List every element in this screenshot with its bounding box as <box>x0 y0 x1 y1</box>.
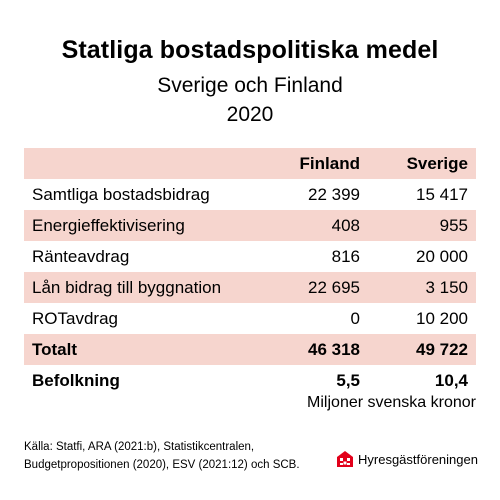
row-label: Lån bidrag till byggnation <box>32 278 222 297</box>
table-row-energieffektivisering: Energieffektivisering 408 955 <box>24 210 476 241</box>
cell-finland: 46 318 <box>308 340 360 359</box>
chart-title: Statliga bostadspolitiska medel <box>61 36 439 64</box>
cell-sverige: 3 150 <box>425 278 468 297</box>
unit-note: Miljoner svenska kronor <box>307 394 476 411</box>
row-label: Befolkning <box>32 371 120 390</box>
row-label: ROTavdrag <box>32 309 118 328</box>
cell-sverige: 955 <box>439 216 468 235</box>
table-row-lan-bidrag: Lån bidrag till byggnation 22 695 3 150 <box>24 272 476 303</box>
table-row-bostadsbidrag: Samtliga bostadsbidrag 22 399 15 417 <box>24 179 476 210</box>
table-row-totalt: Totalt 46 318 49 722 <box>24 334 476 365</box>
cell-sverige: 10,4 <box>434 371 468 390</box>
cell-sverige: 20 000 <box>416 247 468 266</box>
cell-sverige: 49 722 <box>416 340 468 359</box>
cell-sverige: 15 417 <box>416 185 468 204</box>
table-row-ranteavdrag: Ränteavdrag 816 20 000 <box>24 241 476 272</box>
cell-finland: 22 695 <box>308 278 360 297</box>
table-row-rotavdrag: ROTavdrag 0 10 200 <box>24 303 476 334</box>
chart-year: 2020 <box>226 103 274 126</box>
row-label: Energieffektivisering <box>32 216 185 235</box>
cell-finland: 816 <box>331 247 360 266</box>
table-row-befolkning: Befolkning 5,5 10,4 <box>24 365 476 396</box>
column-header-sverige: Sverige <box>406 154 468 173</box>
column-header-finland: Finland <box>299 154 360 173</box>
chart-subtitle: Sverige och Finland <box>157 74 343 97</box>
cell-finland: 5,5 <box>336 371 360 390</box>
row-label: Totalt <box>32 340 78 359</box>
data-table: Finland Sverige Samtliga bostadsbidrag 2… <box>24 148 476 396</box>
source-line-2: Budgetpropositionen (2020), ESV (2021:12… <box>24 459 300 471</box>
source-line-1: Källa: Statfi, ARA (2021:b), Statistikce… <box>24 441 255 453</box>
cell-finland: 0 <box>350 309 360 328</box>
row-label: Ränteavdrag <box>32 247 130 266</box>
cell-finland: 408 <box>331 216 360 235</box>
table-header-row: Finland Sverige <box>24 148 476 179</box>
hyresgastforeningen-logo: Hyresgästföreningen <box>336 448 478 470</box>
cell-finland: 22 399 <box>308 185 360 204</box>
row-label: Samtliga bostadsbidrag <box>32 185 210 204</box>
source-note: Källa: Statfi, ARA (2021:b), Statistikce… <box>24 438 300 474</box>
logo-text: Hyresgästföreningen <box>358 451 478 467</box>
house-logo-icon <box>337 451 353 467</box>
cell-sverige: 10 200 <box>416 309 468 328</box>
